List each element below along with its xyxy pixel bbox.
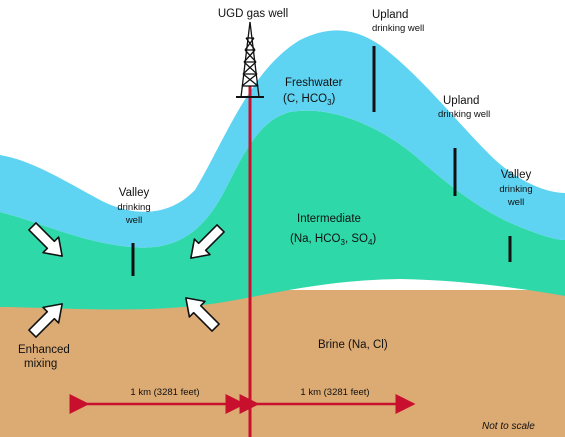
- freshwater-label-line2: (C, HCO3): [283, 93, 336, 107]
- freshwater-layer: [0, 30, 565, 248]
- intermediate-layer: [0, 110, 565, 310]
- valley-left-label-line3: well: [125, 215, 142, 226]
- valley-left-label-line2: drinking: [117, 202, 150, 213]
- upland-top-label-line2: drinking well: [372, 23, 424, 34]
- distance-label-left: 1 km (3281 feet): [130, 387, 199, 398]
- freshwater-label-line1: Freshwater: [285, 77, 343, 89]
- brine-layer: [0, 290, 565, 437]
- enhanced-mixing-label-line1: Enhanced: [18, 344, 70, 356]
- upland-top-label-line1: Upland: [372, 9, 408, 21]
- valley-left-label-line1: Valley: [119, 187, 150, 199]
- not-to-scale-label: Not to scale: [482, 421, 535, 432]
- valley-right-label-line3: well: [507, 197, 524, 208]
- valley-right-label-line1: Valley: [501, 169, 532, 181]
- brine-label: Brine (Na, Cl): [318, 339, 388, 351]
- mixing-arrow-icon: [28, 222, 225, 338]
- gas-derrick-icon: [236, 21, 264, 98]
- distance-label-right: 1 km (3281 feet): [300, 387, 369, 398]
- upland-right-label-line2: drinking well: [438, 109, 490, 120]
- upland-right-label-line1: Upland: [443, 95, 479, 107]
- valley-right-label-line2: drinking: [499, 184, 532, 195]
- enhanced-mixing-label-line2: mixing: [24, 358, 57, 370]
- gas-well-label: UGD gas well: [218, 8, 288, 20]
- intermediate-label-line1: Intermediate: [297, 213, 361, 225]
- intermediate-label-line2: (Na, HCO3, SO4): [290, 233, 376, 247]
